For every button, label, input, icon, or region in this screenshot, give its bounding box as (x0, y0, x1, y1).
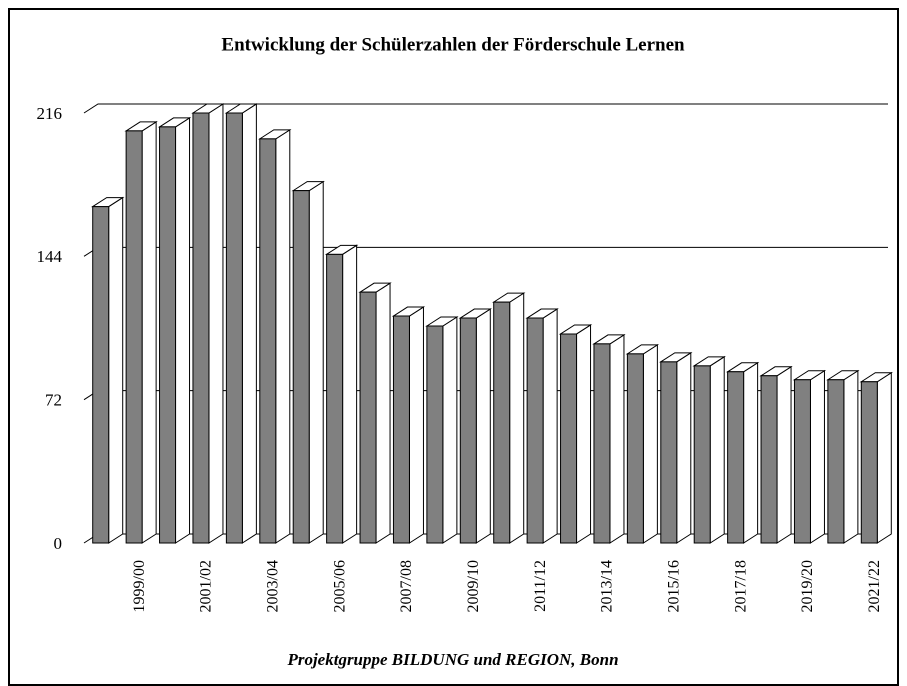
bar (458, 308, 492, 544)
x-tick-label: 2011/12 (532, 560, 549, 612)
bar (792, 369, 827, 544)
bar-front (259, 138, 277, 544)
bar (558, 324, 593, 544)
bar-front (159, 126, 177, 544)
bar (525, 308, 559, 544)
bar (391, 306, 426, 544)
bar (425, 316, 459, 544)
bar-front (125, 130, 143, 544)
bar (859, 371, 893, 544)
x-tick-label: 2019/20 (799, 560, 816, 612)
bar-front (359, 291, 377, 544)
bar (659, 351, 693, 544)
x-tick-label: 2003/04 (264, 560, 281, 612)
chart-title: Entwicklung der Schülerzahlen der Förder… (221, 34, 685, 55)
bar (91, 196, 125, 544)
bar-front (526, 317, 544, 544)
bar-side (876, 371, 892, 544)
bar (592, 334, 626, 544)
bar (157, 117, 192, 544)
bar-side (308, 180, 324, 544)
bar-front (493, 301, 511, 544)
bar-front (459, 317, 477, 544)
bar (492, 292, 526, 544)
y-tick-label: 72 (45, 391, 62, 410)
bar-side (442, 316, 458, 544)
bar (224, 103, 259, 544)
bar-front (793, 379, 811, 544)
bar (191, 103, 225, 544)
bar-side (241, 103, 257, 544)
y-tick-label: 0 (54, 534, 63, 553)
x-tick-label: 2017/18 (732, 560, 749, 612)
bar-front (225, 112, 243, 544)
bar-side (408, 306, 424, 544)
x-tick-label: 2009/10 (465, 560, 482, 612)
x-tick-label: 2005/06 (331, 560, 348, 612)
bar-front (593, 343, 611, 544)
bar-front (760, 375, 778, 544)
bar-side (108, 196, 124, 544)
bar (124, 121, 158, 544)
bar (258, 128, 292, 544)
grid-line (83, 103, 888, 114)
bar-side (843, 369, 859, 544)
bar-side (676, 351, 692, 544)
bar-side (576, 324, 592, 544)
bar-side (776, 365, 792, 544)
bar-front (660, 361, 678, 544)
bar (358, 282, 392, 544)
y-tick-label: 144 (37, 247, 63, 266)
x-tick-label: 2021/22 (866, 560, 883, 612)
bar-front (827, 379, 845, 544)
bar-side (475, 308, 491, 544)
bar-side (375, 282, 391, 544)
bar-side (175, 117, 191, 544)
bar-front (426, 325, 444, 544)
bar (759, 365, 793, 544)
bar-front (192, 112, 210, 544)
bar-front (292, 190, 310, 544)
bar-side (609, 334, 625, 544)
x-tick-label: 1999/00 (131, 560, 148, 612)
bar-front (92, 206, 110, 544)
x-tick-label: 2013/14 (599, 560, 616, 612)
bar-front (693, 365, 711, 544)
bar (692, 355, 726, 544)
bar (324, 244, 359, 544)
bar-front (860, 381, 878, 544)
y-tick-label: 216 (37, 104, 63, 123)
bar (725, 361, 760, 544)
bar-front (560, 333, 578, 544)
bar-side (542, 308, 558, 544)
bar-front (727, 371, 745, 544)
bar (826, 369, 860, 544)
bar-side (208, 103, 224, 544)
bar-front (326, 253, 344, 544)
bar-side (509, 292, 525, 544)
bar-front (392, 315, 410, 544)
bar-side (275, 128, 291, 544)
bar-side (342, 244, 358, 544)
x-tick-label: 2007/08 (398, 560, 415, 612)
footer: Projektgruppe BILDUNG und REGION, Bonn (286, 650, 618, 669)
bar (625, 343, 660, 544)
bar-side (809, 369, 825, 544)
bar-side (743, 361, 759, 544)
bar (291, 180, 325, 544)
bar-side (709, 355, 725, 544)
bar-side (642, 343, 658, 544)
x-tick-label: 2001/02 (198, 560, 215, 612)
bar-front (626, 353, 644, 544)
bar-side (141, 121, 157, 544)
x-tick-label: 2015/16 (665, 560, 682, 612)
